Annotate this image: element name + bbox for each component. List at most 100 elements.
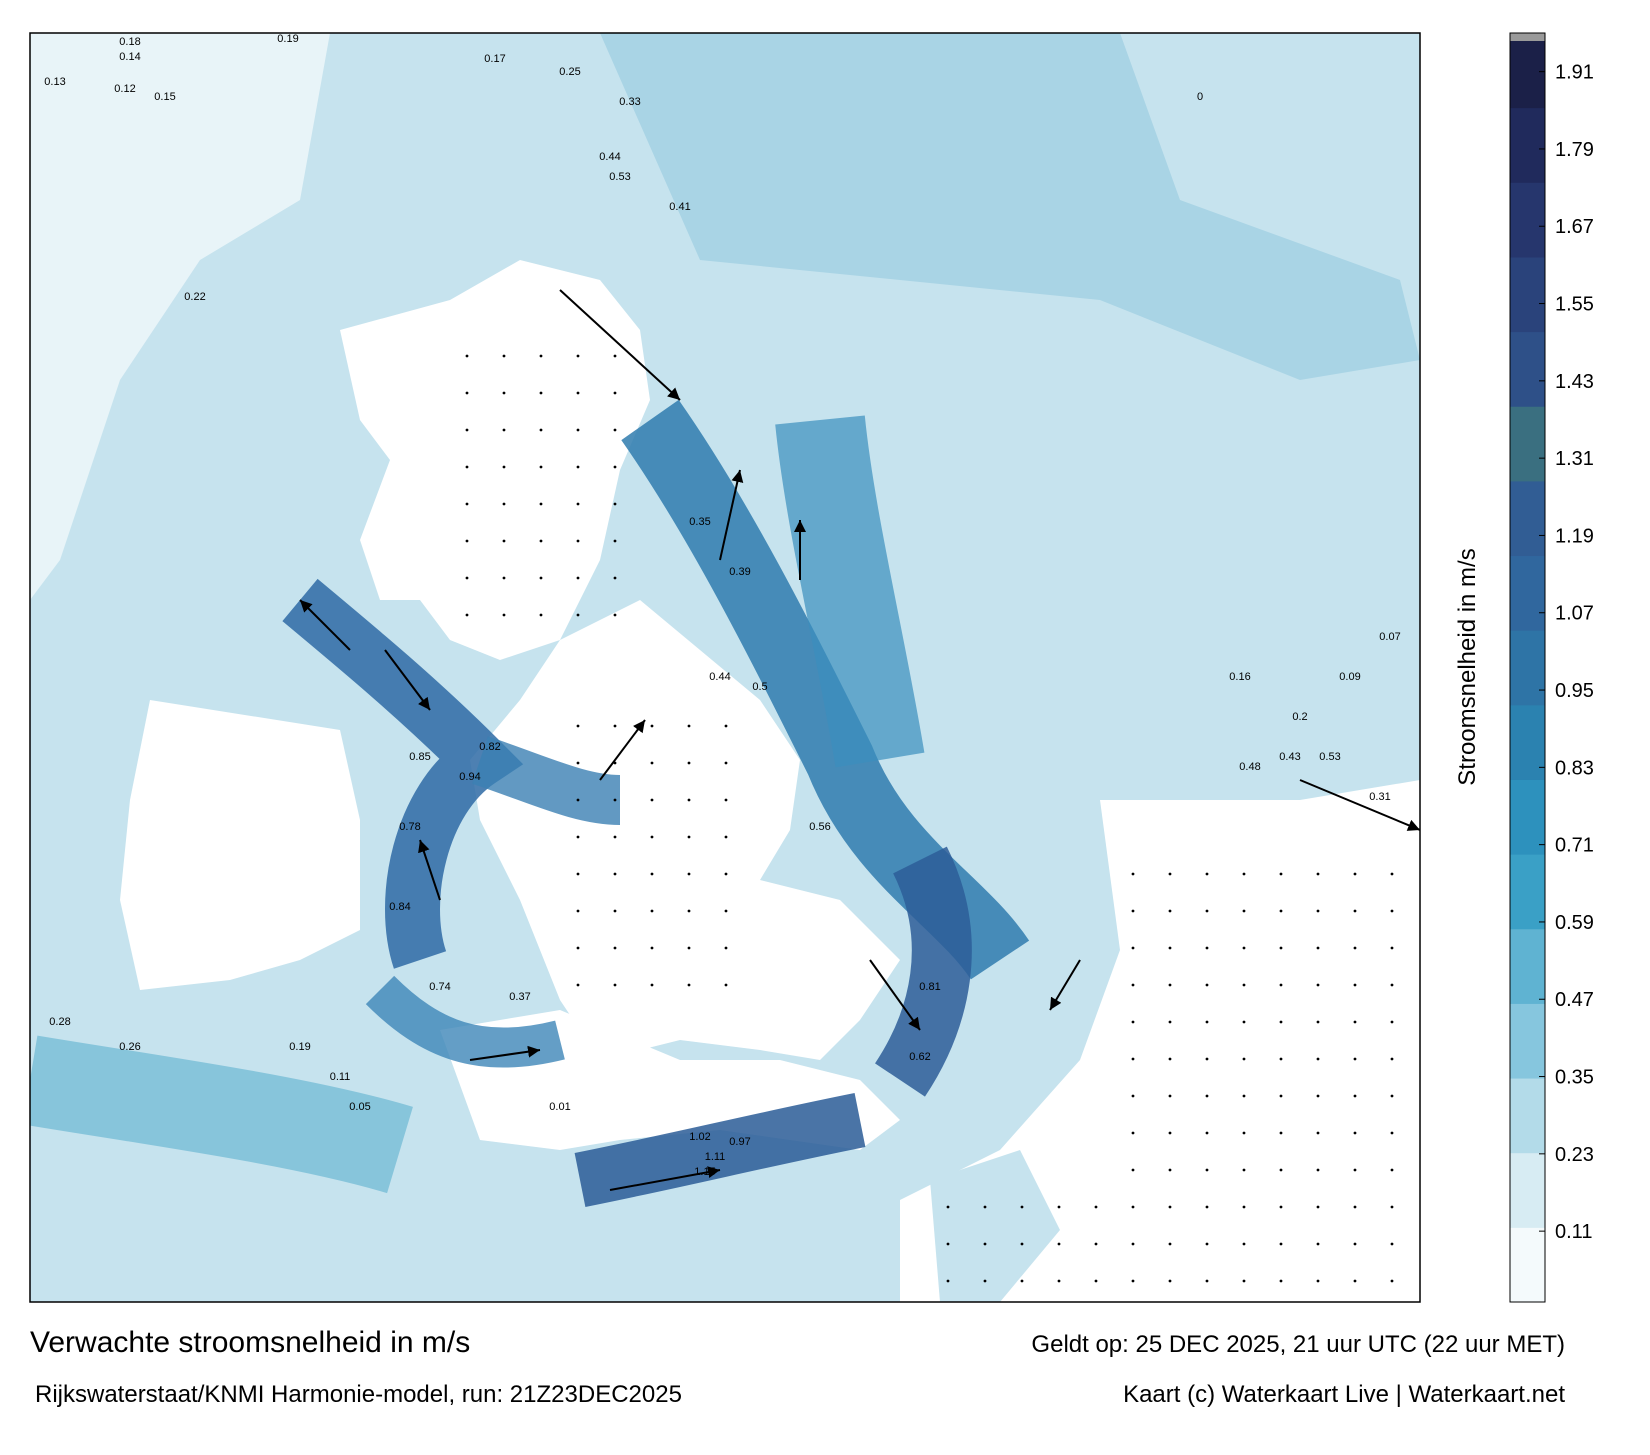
grid-dot [613,798,617,802]
arrow [418,839,441,901]
map-frame [29,32,1421,1303]
grid-dot [1390,1242,1394,1246]
grid-dot [576,835,580,839]
colorbar-band [1510,480,1545,557]
grid-dot [1353,1242,1357,1246]
grid-dot [1131,872,1135,876]
grid-dot [1168,1279,1172,1283]
grid-dot [613,946,617,950]
grid-dot [613,502,617,506]
grid-dot [576,465,580,469]
current-value: 0.82 [479,741,500,753]
current-value: 0.84 [389,901,410,913]
grid-dot [1279,1094,1283,1098]
grid-dot [1316,1020,1320,1024]
grid-dot [687,724,691,728]
current-value: 0.81 [919,981,940,993]
grid-dot [946,1279,950,1283]
land [340,260,650,660]
current-value: 0.48 [1239,761,1260,773]
colorbar-tick-label: 0.95 [1555,680,1594,702]
grid-dot [465,428,469,432]
grid-dot [1168,1057,1172,1061]
grid-dot [539,354,543,358]
current-value: 0.85 [409,751,430,763]
grid-dot [1316,946,1320,950]
grid-dot [946,1242,950,1246]
grid-dot [1316,1057,1320,1061]
grid-dot [1242,1057,1246,1061]
grid-dot [613,909,617,913]
grid-dot [539,428,543,432]
current-value: 0.31 [1369,791,1390,803]
grid-dot [1242,1131,1246,1135]
grid-dot [613,761,617,765]
current-value: 0.07 [1379,631,1400,643]
colorbar-tick-label: 0.11 [1555,1221,1592,1243]
grid-dot [502,465,506,469]
grid-dot [1242,1094,1246,1098]
colorbar-band [1510,406,1545,482]
colorbar-tick-label: 1.19 [1555,525,1594,547]
grid-dot [1205,909,1209,913]
shallow-water [30,33,330,600]
current-value: 0.22 [184,291,205,303]
grid-dot [1390,1279,1394,1283]
colorbar-tick-label: 1.55 [1555,294,1594,316]
arrow [1299,779,1420,831]
current-value: 1.02 [689,1131,710,1143]
grid-dot [465,391,469,395]
grid-dot [465,539,469,543]
channel [775,415,925,768]
colorbar-tick-label: 1.07 [1555,603,1594,625]
colorbar-band [1510,1078,1545,1154]
grid-dot [613,835,617,839]
current-value: 0.53 [609,171,630,183]
grid-dot [724,724,728,728]
colorbar-tick-label: 0.71 [1555,835,1594,857]
grid-dot [1279,1242,1283,1246]
current-value: 0.74 [429,981,450,993]
grid-dot [613,465,617,469]
grid-dot [1279,1057,1283,1061]
colorbar-band [1510,1227,1545,1303]
current-value: 0.44 [709,671,730,683]
current-value: 0.13 [44,76,65,88]
grid-dot [1390,1020,1394,1024]
current-value: 0.44 [599,151,620,163]
grid-dot [576,983,580,987]
current-value: 0.62 [909,1051,930,1063]
grid-dot [1131,1094,1135,1098]
colorbar-band [1510,928,1545,1004]
grid-dot [1020,1279,1024,1283]
current-value: 0.78 [399,821,420,833]
current-value: 0.01 [549,1101,570,1113]
current-value: 0.17 [484,53,505,65]
grid-dot [576,872,580,876]
colorbar-band [1510,1152,1545,1228]
current-value: 0.53 [1319,751,1340,763]
grid-dot [1168,1094,1172,1098]
current-value: 0.09 [1339,671,1360,683]
current-arrows [299,289,1420,1191]
current-value: 0.14 [119,51,140,63]
grid-dot [1316,909,1320,913]
model-run: Rijkswaterstaat/KNMI Harmonie-model, run… [35,1381,682,1408]
colorbar-tick-label: 1.79 [1555,139,1594,161]
current-value: 0.41 [669,201,690,213]
grid-dot [502,354,506,358]
colorbar-band [1510,854,1545,930]
current-value: 0.15 [154,91,175,103]
grid-dot [983,1242,987,1246]
arrow [559,289,681,401]
grid-dot [1131,983,1135,987]
grid-dot [650,946,654,950]
current-value: 0.26 [119,1041,140,1053]
current-value: 0.19 [289,1041,310,1053]
grid-dot [1353,1205,1357,1209]
grid-dot [724,872,728,876]
grid-dot [539,576,543,580]
grid-dot [502,539,506,543]
grid-dot [613,613,617,617]
grid-dot [502,576,506,580]
